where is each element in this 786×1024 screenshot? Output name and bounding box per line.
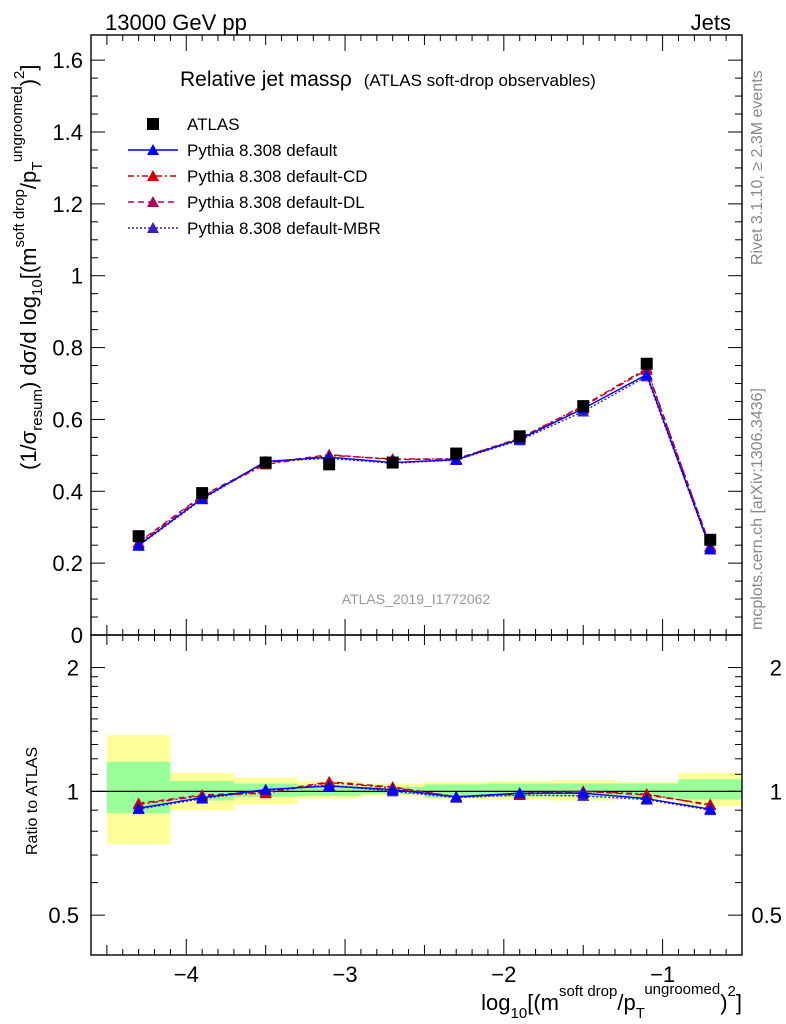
mcplots-label: mcplots.cern.ch [arXiv:1306.3436] [749, 388, 766, 630]
ratio-y-tick-label-right: 1 [770, 779, 782, 804]
legend-marker-triangle [147, 170, 159, 181]
ratio-y-tick-label: 0.5 [48, 903, 79, 928]
atlas-data-point [323, 458, 336, 471]
atlas-data-point [704, 533, 717, 546]
header-right: Jets [691, 10, 731, 35]
x-tick-label: −2 [491, 962, 516, 987]
legend-marker-triangle [147, 196, 159, 207]
x-tick-label: −4 [174, 962, 199, 987]
atlas-data-point [259, 456, 272, 469]
series-point [640, 792, 653, 804]
atlas-data-point [640, 357, 653, 370]
ratio-y-axis-label: Ratio to ATLAS [24, 747, 41, 855]
analysis-watermark: ATLAS_2019_I1772062 [342, 591, 491, 607]
legend-label: ATLAS [187, 115, 240, 134]
plot-title-main: Relative jet massρ [180, 68, 352, 91]
legend-label: Pythia 8.308 default [187, 141, 338, 160]
series-point [196, 791, 209, 803]
green-band-bin [678, 779, 742, 800]
x-tick-label: −1 [650, 962, 675, 987]
series-point [513, 787, 526, 799]
series-point [640, 368, 653, 380]
atlas-data-point [132, 530, 145, 543]
main-series-line [138, 373, 711, 550]
atlas-data-point [513, 430, 526, 443]
rivet-label: Rivet 3.1.10, ≥ 2.3M events [749, 70, 766, 265]
series-point [450, 790, 463, 802]
legend-label: Pythia 8.308 default-MBR [187, 219, 381, 238]
atlas-data-point [196, 487, 209, 500]
ratio-y-tick-label-right: 0.5 [751, 903, 782, 928]
series-point [386, 783, 399, 795]
main-series-group [132, 357, 717, 555]
series-point [704, 803, 717, 815]
header-left: 13000 GeV pp [105, 10, 247, 35]
main-y-axis-label: (1/σresum) dσ/d log10[(msoft drop/pTungr… [9, 64, 46, 470]
plot-title: Relative jet massρ (ATLAS soft-drop obse… [180, 68, 596, 91]
main-y-tick-label: 1.6 [52, 48, 83, 73]
main-y-tick-label: 0.4 [52, 479, 83, 504]
x-tick-label: −3 [333, 962, 358, 987]
legend-marker-triangle [147, 222, 159, 233]
series-point [577, 787, 590, 799]
legend-marker-triangle [147, 144, 159, 155]
legend-marker-square [147, 118, 159, 130]
main-y-tick-label: 1.2 [52, 192, 83, 217]
main-y-tick-label: 1.4 [52, 120, 83, 145]
main-y-tick-label: 0.8 [52, 336, 83, 361]
x-axis-label: log10[(msoft drop/pTungroomed)2] [481, 981, 742, 1022]
main-y-tick-label: 0 [71, 623, 83, 648]
axes-group: 0 0.2 0.4 0.6 0.8 1 1.2 1.4 1.6 0.5 0.5 1 1 2 2 −4 −3 −2 −… [48, 35, 782, 987]
legend: ATLAS Pythia 8.308 default Pythia 8.308 de… [128, 115, 381, 238]
series-point [704, 542, 717, 554]
series-point [132, 539, 145, 551]
main-y-tick-label: 0.6 [52, 407, 83, 432]
plot-title-sub: (ATLAS soft-drop observables) [364, 71, 596, 90]
ratio-y-tick-label-right: 2 [770, 656, 782, 681]
series-point [259, 783, 272, 795]
series-point [323, 780, 336, 792]
main-series-line [138, 368, 711, 547]
main-series-line [138, 375, 711, 550]
main-y-tick-label: 0.2 [52, 551, 83, 576]
ratio-plot-frame [90, 634, 743, 956]
atlas-data-point [386, 456, 399, 469]
ratio-series-line [138, 785, 711, 810]
main-series-line [138, 367, 711, 548]
main-y-tick-label: 1 [71, 264, 83, 289]
ratio-series-line [138, 784, 711, 811]
legend-label: Pythia 8.308 default-CD [187, 167, 368, 186]
series-point [132, 802, 145, 814]
atlas-data-point [450, 447, 463, 460]
ratio-y-tick-label: 1 [67, 779, 79, 804]
atlas-data-point [577, 400, 590, 413]
ratio-series-line [138, 781, 711, 806]
ratio-series-group [132, 775, 717, 816]
ratio-y-tick-label: 2 [67, 656, 79, 681]
legend-label: Pythia 8.308 default-DL [187, 193, 365, 212]
